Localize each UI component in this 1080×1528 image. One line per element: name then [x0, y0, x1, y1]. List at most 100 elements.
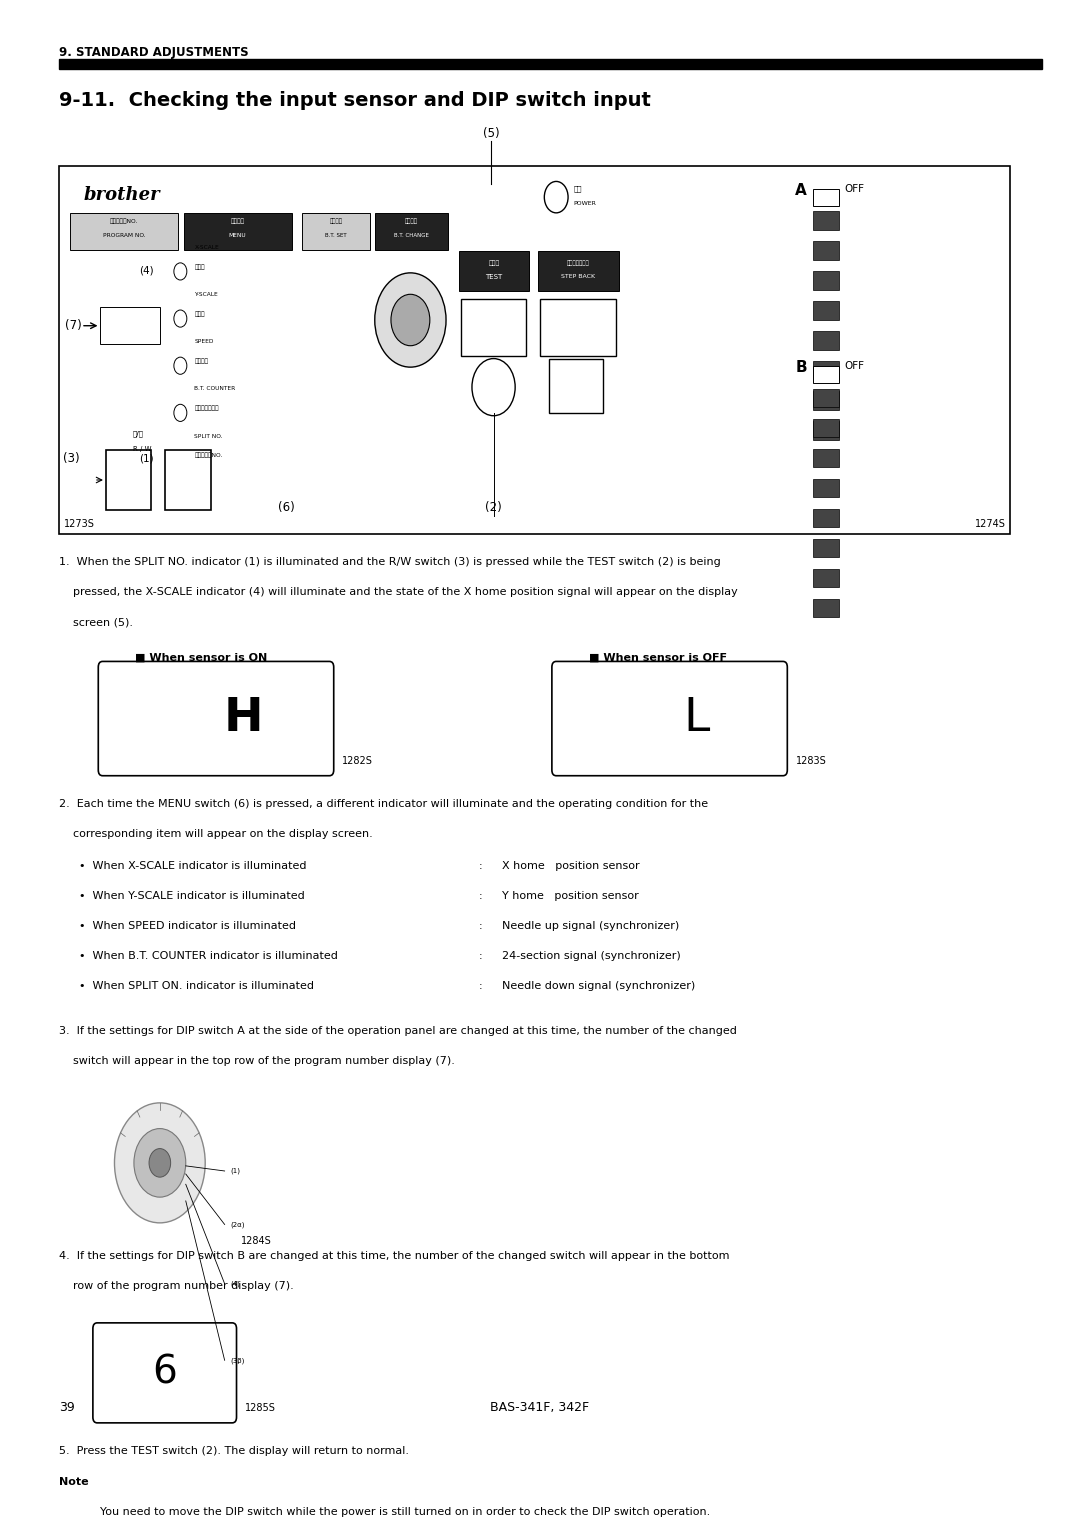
Text: 4.  If the settings for DIP switch B are changed at this time, the number of the: 4. If the settings for DIP switch B are …	[59, 1251, 730, 1262]
Text: 9. STANDARD ADJUSTMENTS: 9. STANDARD ADJUSTMENTS	[59, 46, 249, 58]
Bar	[100, 307, 160, 344]
Text: 24-section signal (synchronizer): 24-section signal (synchronizer)	[502, 952, 681, 961]
Text: 6: 6	[152, 1354, 177, 1392]
Text: OFF: OFF	[845, 362, 865, 371]
Text: R / W: R / W	[133, 446, 151, 452]
Text: :: :	[478, 891, 483, 902]
Text: 3.  If the settings for DIP switch A at the side of the operation panel are chan: 3. If the settings for DIP switch A at t…	[59, 1025, 738, 1036]
Text: 下糸交換: 下糸交換	[405, 219, 418, 225]
Text: Needle down signal (synchronizer): Needle down signal (synchronizer)	[502, 981, 696, 992]
Bar	[59, 58, 1042, 69]
Text: Needle up signal (synchronizer): Needle up signal (synchronizer)	[502, 921, 679, 932]
Text: (3β): (3β)	[230, 1357, 244, 1363]
Text: OFF: OFF	[845, 185, 865, 194]
Text: POWER: POWER	[573, 202, 596, 206]
Text: (2α): (2α)	[230, 1221, 244, 1227]
Text: (6): (6)	[278, 501, 295, 515]
Text: (2): (2)	[485, 501, 502, 515]
Text: Y-SCALE: Y-SCALE	[194, 292, 218, 296]
Bar	[813, 388, 839, 406]
Circle shape	[114, 1103, 205, 1222]
Bar	[461, 298, 526, 356]
Text: STEP BACK: STEP BACK	[562, 275, 595, 280]
Text: ステップバック: ステップバック	[567, 260, 590, 266]
Text: 1284S: 1284S	[241, 1236, 271, 1245]
Text: :: :	[478, 921, 483, 932]
Text: スピード: スピード	[194, 359, 208, 364]
Text: row of the program number display (7).: row of the program number display (7).	[59, 1282, 294, 1291]
Bar	[375, 212, 448, 251]
Text: 下糸設定: 下糸設定	[329, 219, 342, 225]
Text: テスト: テスト	[488, 260, 500, 266]
Text: 下糸カウンター: 下糸カウンター	[194, 406, 219, 411]
Text: B.T. SET: B.T. SET	[325, 232, 347, 238]
Bar	[813, 538, 839, 558]
Text: 1.  When the SPLIT NO. indicator (1) is illuminated and the R/W switch (3) is pr: 1. When the SPLIT NO. indicator (1) is i…	[59, 558, 721, 567]
Text: (1): (1)	[230, 1167, 240, 1174]
Text: SPLIT NO.: SPLIT NO.	[194, 434, 222, 439]
Text: TEST: TEST	[486, 275, 502, 280]
Text: 2.  Each time the MENU switch (6) is pressed, a different indicator will illumin: 2. Each time the MENU switch (6) is pres…	[59, 799, 708, 808]
Bar	[813, 362, 839, 380]
Text: :: :	[478, 862, 483, 871]
Text: ■ When sensor is ON: ■ When sensor is ON	[135, 652, 267, 663]
FancyBboxPatch shape	[93, 1323, 237, 1423]
Text: (5): (5)	[483, 127, 500, 141]
Bar	[106, 451, 151, 510]
Bar	[813, 211, 839, 231]
Circle shape	[472, 359, 515, 416]
Bar	[538, 252, 619, 292]
Circle shape	[375, 274, 446, 367]
Text: A: A	[795, 183, 807, 197]
FancyBboxPatch shape	[552, 662, 787, 776]
Text: スプリットNO.: スプリットNO.	[194, 452, 222, 458]
Text: L: L	[684, 697, 710, 741]
Text: brother: brother	[83, 186, 160, 203]
Text: BAS-341F, 342F: BAS-341F, 342F	[490, 1401, 590, 1415]
Circle shape	[149, 1149, 171, 1177]
Text: MENU: MENU	[229, 232, 246, 238]
Text: •  When SPLIT ON. indicator is illuminated: • When SPLIT ON. indicator is illuminate…	[79, 981, 314, 992]
Bar	[813, 301, 839, 319]
Text: switch will appear in the top row of the program number display (7).: switch will appear in the top row of the…	[59, 1056, 456, 1065]
Text: Note: Note	[59, 1478, 89, 1487]
Text: ■ When sensor is OFF: ■ When sensor is OFF	[589, 652, 727, 663]
Text: メニュー: メニュー	[231, 219, 244, 225]
Bar	[813, 188, 839, 206]
Text: 縦倍率: 縦倍率	[194, 312, 205, 316]
Bar	[459, 252, 529, 292]
Text: (4): (4)	[138, 264, 153, 275]
Bar	[70, 212, 178, 251]
Bar	[813, 365, 839, 384]
Text: 9-11.  Checking the input sensor and DIP switch input: 9-11. Checking the input sensor and DIP …	[59, 92, 651, 110]
Bar	[813, 332, 839, 350]
Bar	[813, 478, 839, 497]
Text: B.T. CHANGE: B.T. CHANGE	[394, 232, 429, 238]
Circle shape	[174, 451, 187, 469]
Text: pressed, the X-SCALE indicator (4) will illuminate and the state of the X home p: pressed, the X-SCALE indicator (4) will …	[59, 587, 738, 597]
Circle shape	[174, 263, 187, 280]
Text: X home   position sensor: X home position sensor	[502, 862, 639, 871]
Bar	[549, 359, 603, 413]
Bar	[302, 212, 370, 251]
Text: 読/書: 読/書	[133, 429, 144, 437]
Text: 1283S: 1283S	[796, 756, 826, 766]
Text: B: B	[795, 361, 807, 374]
Text: (4): (4)	[230, 1280, 240, 1287]
Text: 1282S: 1282S	[342, 756, 374, 766]
FancyBboxPatch shape	[98, 662, 334, 776]
Bar	[813, 599, 839, 617]
Text: X-SCALE: X-SCALE	[194, 244, 219, 251]
Bar	[540, 298, 616, 356]
Bar	[184, 212, 292, 251]
Circle shape	[174, 405, 187, 422]
Text: (7): (7)	[65, 319, 82, 332]
Text: screen (5).: screen (5).	[59, 617, 134, 626]
Bar	[165, 451, 211, 510]
Bar	[813, 568, 839, 587]
Text: 1274S: 1274S	[974, 518, 1005, 529]
Circle shape	[174, 310, 187, 327]
Bar	[813, 391, 839, 410]
Circle shape	[544, 182, 568, 212]
Text: プログラムNO.: プログラムNO.	[110, 219, 138, 225]
